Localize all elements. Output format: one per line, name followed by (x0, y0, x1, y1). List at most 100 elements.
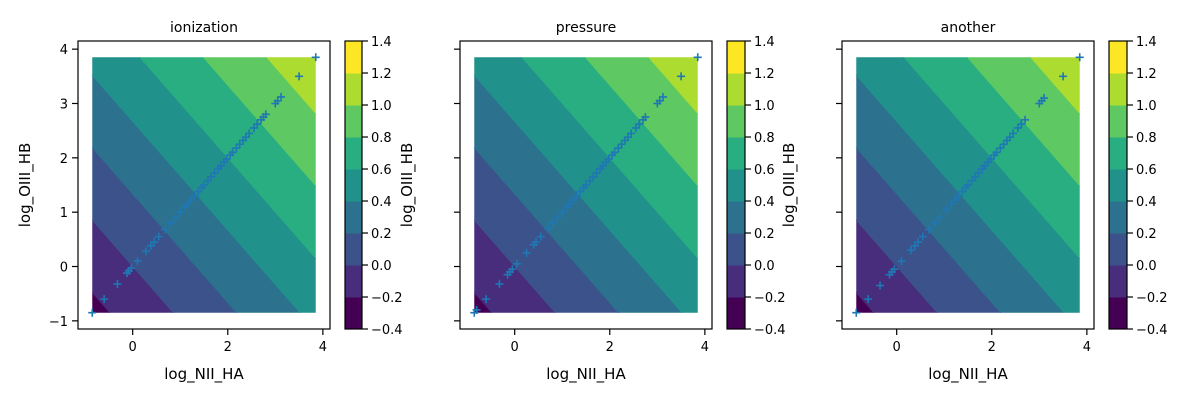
colorbar-segment (727, 137, 745, 170)
colorbar-tick-label: 0.2 (754, 227, 775, 242)
colorbar-segment (1109, 169, 1127, 202)
data-point (171, 213, 180, 222)
data-point (200, 181, 208, 189)
contour-band (1030, 57, 1080, 114)
colorbar-segment (345, 169, 362, 202)
data-point (659, 92, 668, 101)
colorbar-tick-label: −0.2 (1136, 291, 1168, 306)
data-point (954, 191, 963, 200)
x-tick-label: 0 (511, 340, 519, 355)
data-point (890, 265, 899, 274)
data-point (166, 219, 175, 228)
data-point (113, 279, 122, 288)
colorbar-segment (345, 201, 362, 234)
colorbar-segment (345, 233, 362, 266)
data-point (1009, 129, 1018, 138)
colorbar-tick-label: 0.4 (754, 195, 775, 210)
data-point (228, 148, 237, 157)
colorbar-tick-label: 1.2 (1136, 67, 1157, 82)
x-tick-label: 2 (224, 340, 232, 355)
colorbar-tick-label: 0.6 (1136, 163, 1157, 178)
data-point (677, 72, 686, 81)
contour-band (139, 57, 316, 259)
data-point (942, 205, 951, 214)
data-point (127, 264, 136, 273)
colorbar-tick-label: 0.8 (1136, 131, 1157, 146)
data-point (627, 129, 636, 138)
colorbar-segment (1109, 201, 1127, 234)
x-tick-label: 0 (893, 340, 901, 355)
colorbar-segment (345, 297, 362, 330)
colorbar-segment (1109, 41, 1127, 74)
data-point (141, 247, 150, 256)
data-point (133, 257, 142, 266)
data-point (495, 279, 504, 288)
marker-series (470, 53, 702, 317)
contour-band (202, 57, 316, 187)
colorbar-segment (1109, 265, 1127, 298)
x-tick-label: 2 (606, 340, 614, 355)
data-point (572, 191, 581, 200)
y-axis-label: log_OIII_HB (16, 143, 35, 228)
x-tick-label: 4 (1083, 340, 1091, 355)
data-point (635, 120, 644, 129)
colorbar-tick-label: −0.2 (754, 291, 786, 306)
data-point (277, 92, 286, 101)
x-axis-label: log_NII_HA (928, 365, 1008, 384)
data-point (897, 257, 906, 266)
data-point (543, 224, 552, 233)
data-point (964, 181, 972, 189)
y-tick-label: −1 (49, 315, 68, 330)
x-tick-label: 0 (129, 340, 137, 355)
x-tick-label: 2 (988, 340, 996, 355)
data-point (472, 305, 481, 314)
colorbar-tick-label: −0.4 (371, 323, 403, 338)
panel-title: pressure (556, 20, 616, 36)
axes-frame (77, 40, 331, 330)
data-point (186, 196, 195, 205)
data-point (161, 225, 170, 234)
colorbar-tick-label: 0.0 (371, 259, 392, 274)
colorbar-tick-label: 0.6 (371, 163, 392, 178)
colorbar-tick-label: 0.2 (1136, 227, 1157, 242)
colorbar-segment (727, 169, 745, 202)
colorbar-segment (727, 73, 745, 106)
data-point (610, 148, 619, 157)
colorbar-segment (727, 105, 745, 138)
y-tick-label: 4 (60, 43, 68, 58)
data-point (693, 53, 702, 62)
data-point (930, 219, 939, 228)
data-point (150, 238, 159, 247)
colorbar: −0.4 −0.2 0.0 0.2 0.4 0.6 0.8 1.0 1.2 1.4 (344, 35, 403, 338)
data-point (176, 208, 185, 217)
data-point (190, 191, 199, 200)
colorbar-tick-label: 0.4 (371, 195, 392, 210)
data-point (935, 213, 944, 222)
x-tick-label: 4 (319, 340, 327, 355)
colorbar-segment (345, 265, 362, 298)
panel-2: 0 2 4 pressure log_NII_HA log_OIII_HB −0.4 −0.2… (398, 20, 786, 384)
colorbar-segment (1109, 105, 1127, 138)
colorbar-tick-label: 1.0 (1136, 99, 1157, 114)
panel-3: 0 2 4 another log_NII_HA log_OIII_HB −0.4 −0.2 0… (780, 20, 1168, 384)
data-point (558, 208, 567, 217)
data-point (582, 181, 590, 189)
data-point (1075, 53, 1084, 62)
x-axis-label: log_NII_HA (164, 365, 244, 384)
panel-title: ionization (170, 20, 238, 36)
data-point (1017, 120, 1026, 129)
colorbar-segment (1109, 233, 1127, 266)
panel-1: 0 2 4 −1 0 1 2 3 4 ionization log_NII_HA log_OIII_H… (16, 20, 403, 384)
data-point (253, 120, 262, 129)
data-point (553, 213, 562, 222)
colorbar-segment (1109, 137, 1127, 170)
contour-band (903, 57, 1080, 259)
colorbar-tick-label: 0.4 (1136, 195, 1157, 210)
y-axis-label: log_OIII_HB (398, 143, 417, 228)
colorbar-segment (1109, 297, 1127, 330)
data-point (513, 259, 522, 268)
colorbar-tick-label: 0.0 (1136, 259, 1157, 274)
colorbar-tick-label: 0.8 (371, 131, 392, 146)
y-axis-label: log_OIII_HB (780, 143, 799, 228)
